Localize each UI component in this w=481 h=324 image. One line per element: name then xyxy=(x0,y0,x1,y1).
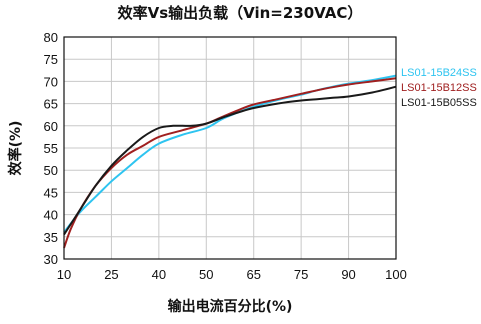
y-tick-label: 65 xyxy=(44,97,58,112)
y-tick-label: 45 xyxy=(44,185,58,200)
y-tick-label: 55 xyxy=(44,141,58,156)
y-tick-label: 75 xyxy=(44,52,58,67)
y-tick-label: 60 xyxy=(44,119,58,134)
x-tick-label: 65 xyxy=(246,267,260,282)
legend-entry-LS01-15B24SS: LS01-15B24SS xyxy=(401,67,477,79)
series-lines xyxy=(63,74,397,249)
y-tick-labels: 30 35 40 45 50 55 60 65 70 75 80 xyxy=(44,30,58,267)
series-line-LS01-15B05SS xyxy=(63,85,397,236)
x-tick-label: 40 xyxy=(152,267,166,282)
series-line-LS01-15B24SS xyxy=(63,74,397,234)
x-tick-label: 90 xyxy=(341,267,355,282)
y-tick-label: 35 xyxy=(44,230,58,245)
y-tick-label: 80 xyxy=(44,30,58,45)
legend: LS01-15B24SS LS01-15B12SS LS01-15B05SS xyxy=(401,67,477,109)
legend-entry-LS01-15B12SS: LS01-15B12SS xyxy=(401,82,477,94)
x-tick-label: 75 xyxy=(294,267,308,282)
x-tick-labels: 10 25 40 50 65 75 90 100 xyxy=(57,267,407,282)
grid xyxy=(63,36,397,260)
x-axis-title: 输出电流百分比(%) xyxy=(168,298,293,315)
legend-entry-LS01-15B05SS: LS01-15B05SS xyxy=(401,97,477,109)
y-tick-label: 70 xyxy=(44,74,58,89)
y-tick-label: 30 xyxy=(44,252,58,267)
chart-title: 效率Vs输出负载（Vin=230VAC） xyxy=(118,4,363,22)
y-tick-label: 50 xyxy=(44,163,58,178)
y-axis-title: 效率(%) xyxy=(7,121,24,176)
x-tick-label: 25 xyxy=(104,267,118,282)
x-tick-label: 10 xyxy=(57,267,71,282)
y-tick-label: 40 xyxy=(44,208,58,223)
plot-frame xyxy=(63,36,397,260)
x-tick-label: 100 xyxy=(385,267,407,282)
x-tick-label: 50 xyxy=(199,267,213,282)
